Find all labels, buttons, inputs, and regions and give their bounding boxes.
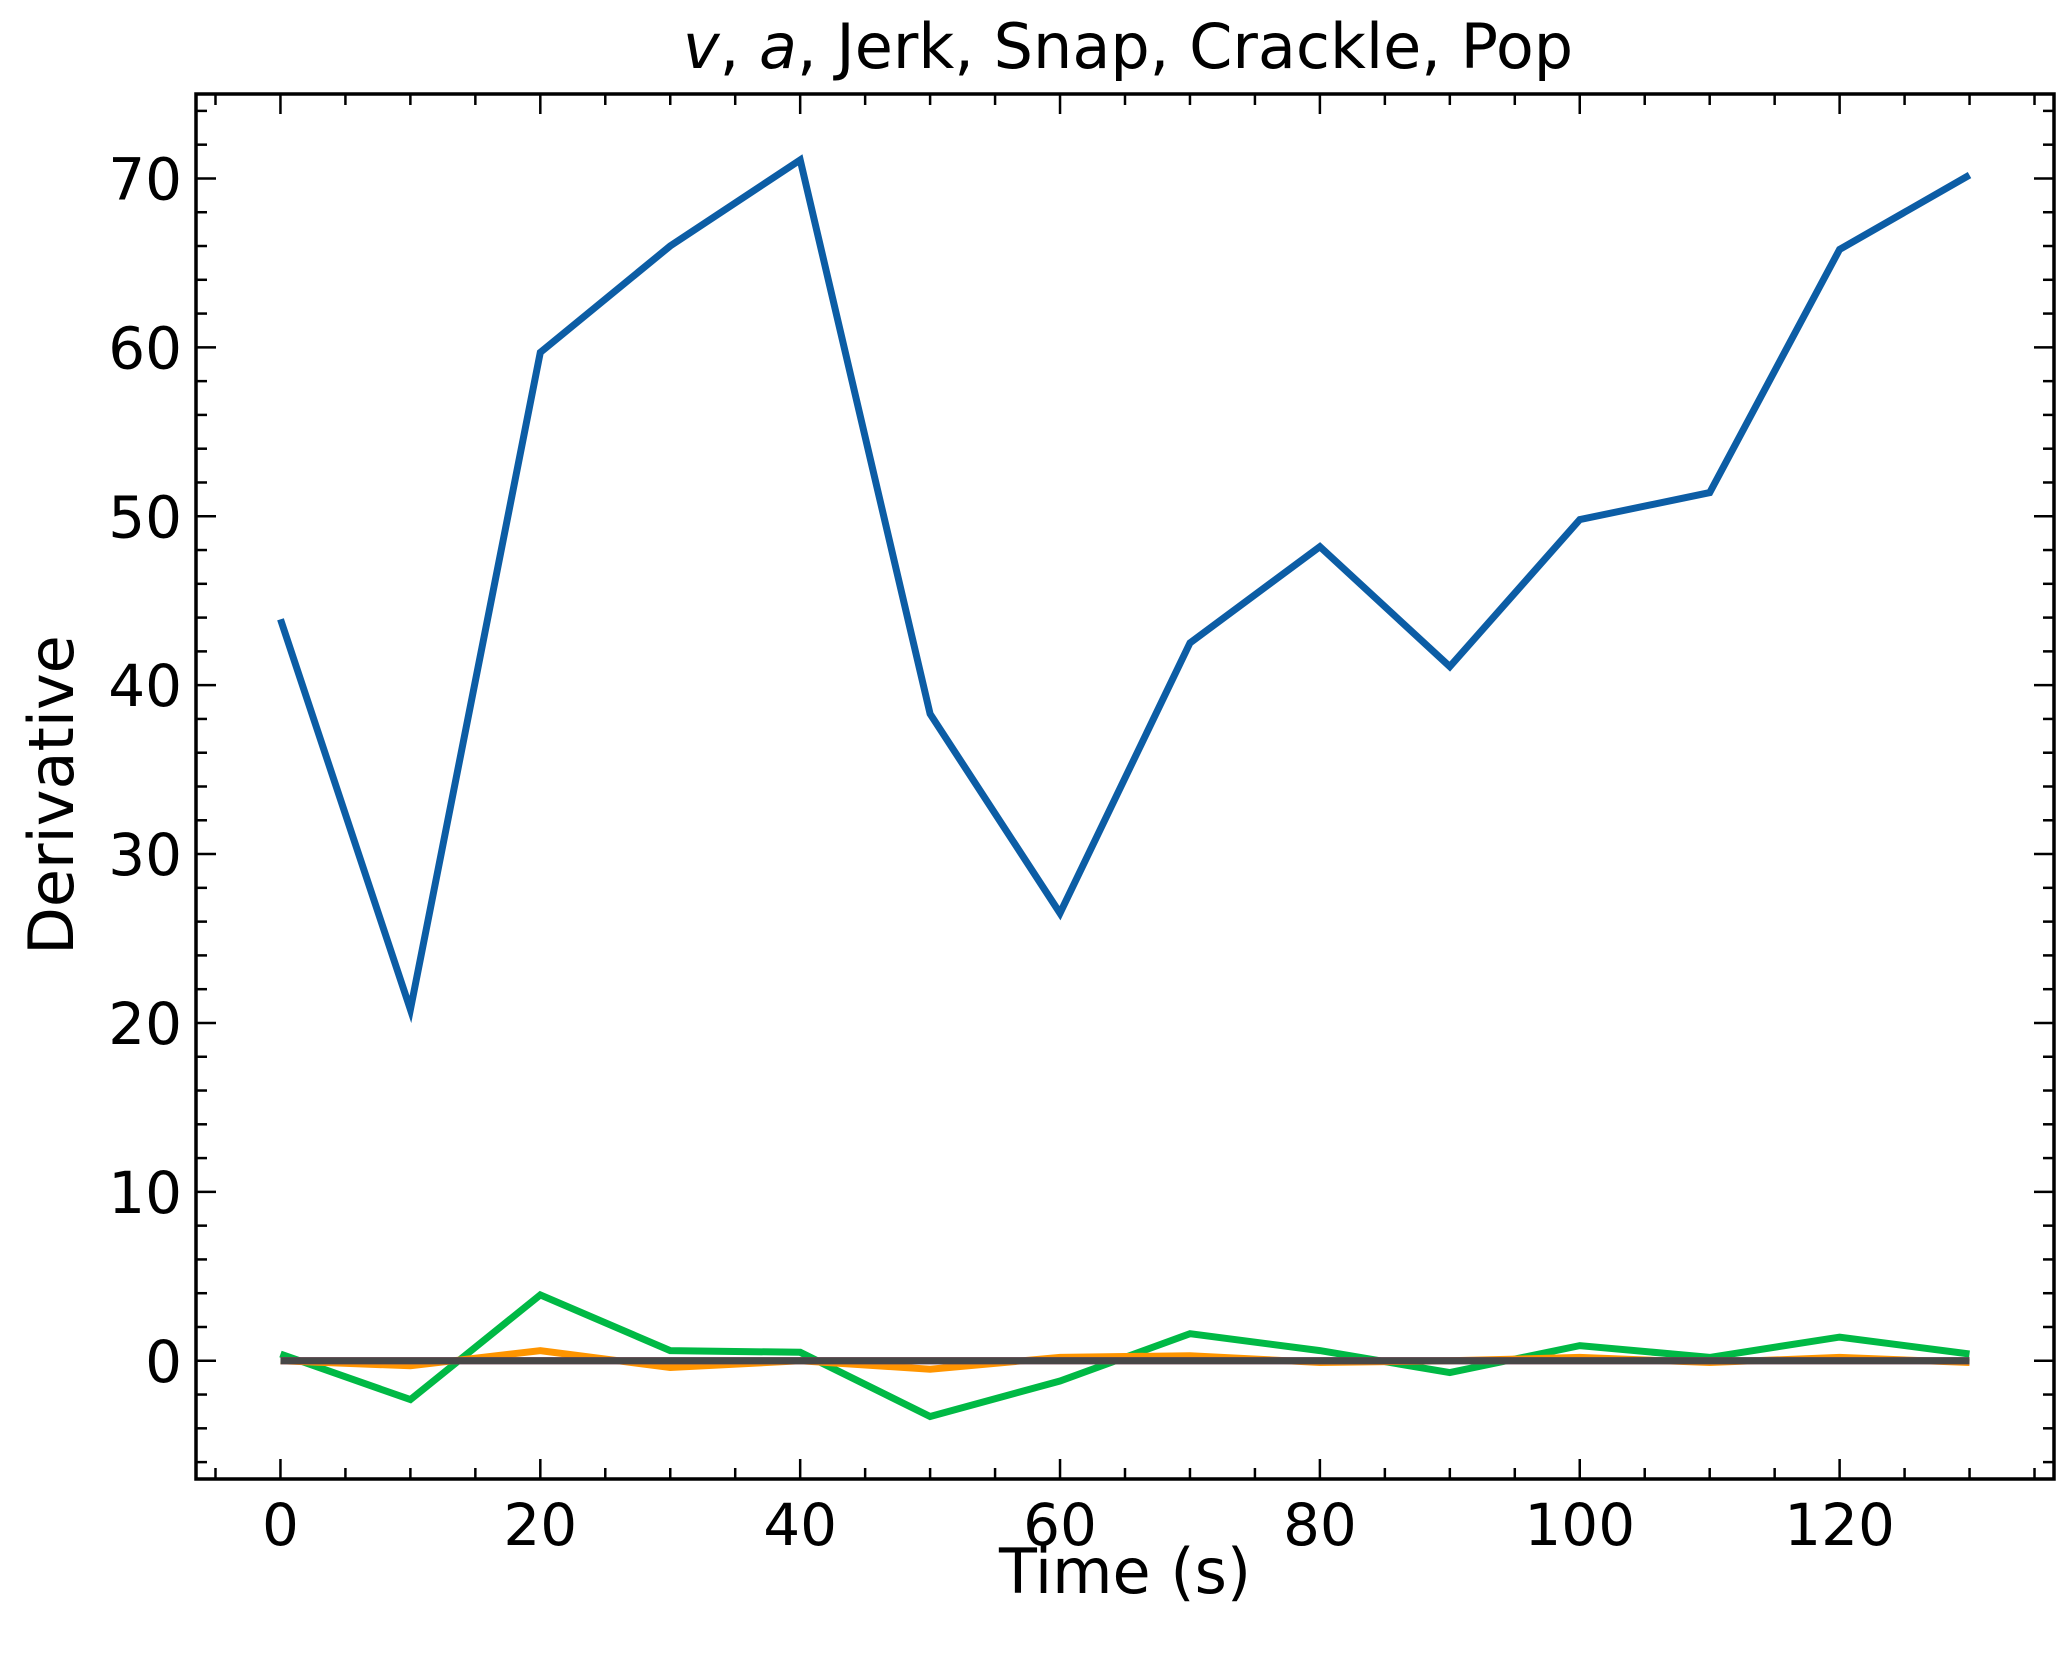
- y-axis-label: Derivative: [15, 635, 88, 955]
- chart-title: v, a, Jerk, Snap, Crackle, Pop: [683, 10, 1573, 83]
- axis-ticks: [196, 94, 2054, 1479]
- y-tick-label: 60: [108, 314, 182, 382]
- x-tick-label: 20: [503, 1491, 577, 1559]
- series-line-1: [277, 154, 1972, 1024]
- x-tick-label: 120: [1784, 1491, 1895, 1559]
- y-tick-label: 10: [108, 1159, 182, 1227]
- x-tick-label: 80: [1283, 1491, 1357, 1559]
- title-remainder: , Jerk, Snap, Crackle, Pop: [797, 10, 1573, 83]
- y-tick-label: 30: [108, 821, 182, 889]
- axis-tick-labels: 0 20 40 60 80 100 120 0 10 20 30 40 50 60 70: [108, 145, 1895, 1559]
- title-acceleration-symbol: a: [759, 10, 797, 83]
- y-tick-label: 20: [108, 990, 182, 1058]
- plot-series: [277, 154, 1972, 1421]
- x-tick-label: 100: [1524, 1491, 1635, 1559]
- x-tick-label: 60: [1023, 1491, 1097, 1559]
- x-tick-label: 0: [262, 1491, 299, 1559]
- x-axis-label: Time (s): [998, 1535, 1251, 1608]
- plot-frame: [194, 92, 2056, 1481]
- y-tick-label: 70: [108, 145, 182, 213]
- y-tick-label: 40: [108, 652, 182, 720]
- y-tick-label: 0: [145, 1328, 182, 1396]
- title-velocity-symbol: v: [683, 10, 721, 83]
- x-tick-label: 40: [763, 1491, 837, 1559]
- title-separator: ,: [720, 10, 759, 83]
- y-tick-label: 50: [108, 483, 182, 551]
